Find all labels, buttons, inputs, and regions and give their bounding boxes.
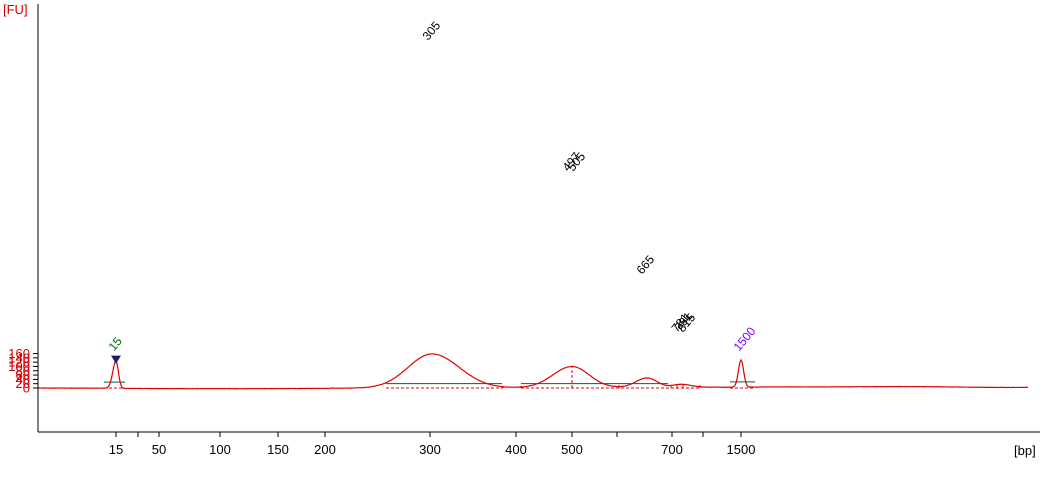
y-tick-label: 20 — [16, 376, 30, 391]
peak-label: 305 — [420, 18, 444, 43]
y-tick-label: 140 — [8, 350, 30, 365]
baseline-layer — [104, 381, 755, 385]
x-tick-label: 400 — [505, 442, 527, 457]
lower-marker-triangle-icon — [111, 355, 121, 364]
x-tick-label: 200 — [314, 442, 336, 457]
x-tick-label: 300 — [419, 442, 441, 457]
lower-marker-label: 15 — [106, 334, 126, 353]
axes-layer: [FU] [bp] — [3, 2, 1040, 458]
x-tick-label: 150 — [267, 442, 289, 457]
y-axis-label: [FU] — [3, 2, 28, 17]
y-tick-label: 80 — [16, 363, 30, 378]
marker-layer: 15 1500 — [106, 324, 759, 364]
y-tick-label: 40 — [16, 372, 30, 387]
y-tick-label: 60 — [16, 368, 30, 383]
x-tick-label: 1500 — [727, 442, 756, 457]
upper-marker-label: 1500 — [731, 324, 759, 354]
dashed-boundary-layer — [104, 367, 755, 389]
y-tick-label: 120 — [8, 355, 30, 370]
x-tick-label: 500 — [561, 442, 583, 457]
fluorescence-trace — [37, 353, 1029, 390]
y-tick-label: 160 — [8, 346, 30, 361]
x-ticks-layer: 15 50 100 150 200 300 400 500 700 1500 — [109, 432, 756, 457]
peak-label: 665 — [634, 252, 658, 277]
x-tick-label: 100 — [209, 442, 231, 457]
y-tick-label: 0 — [23, 381, 30, 396]
x-tick-label: 50 — [152, 442, 166, 457]
x-tick-label: 700 — [661, 442, 683, 457]
x-tick-label: 15 — [109, 442, 123, 457]
x-axis-label: [bp] — [1014, 443, 1036, 458]
y-tick-label: 100 — [8, 359, 30, 374]
